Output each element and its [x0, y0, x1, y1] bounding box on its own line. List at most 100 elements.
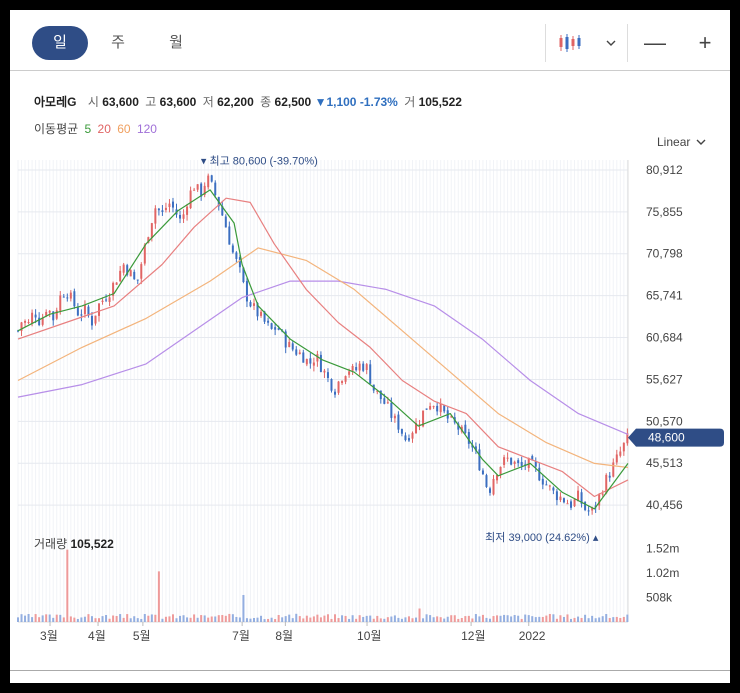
- volume-bar: [450, 615, 453, 622]
- volume-bar: [584, 614, 587, 622]
- candle: [27, 322, 30, 324]
- candle: [270, 323, 273, 329]
- candle: [122, 264, 125, 273]
- candle: [76, 307, 79, 316]
- volume-bar: [503, 614, 506, 622]
- candle: [17, 330, 19, 332]
- high-value: 63,600: [159, 95, 197, 109]
- candle: [598, 494, 601, 506]
- price-chart[interactable]: 80,912 75,855 70,798 65,741 60,684 55,627 50,5…: [10, 10, 730, 683]
- candle: [393, 415, 396, 419]
- volume-bar: [432, 617, 435, 622]
- candle: [66, 297, 69, 299]
- ma-20: 20: [97, 122, 111, 136]
- volume-bar: [341, 615, 344, 622]
- volume-bar: [281, 617, 284, 622]
- low-label: 저: [202, 95, 214, 109]
- volume-bar: [460, 617, 463, 622]
- candle: [541, 478, 544, 485]
- candle: [527, 458, 530, 469]
- volume-bar: [87, 614, 90, 622]
- candle: [474, 446, 477, 451]
- volume-bar: [249, 618, 252, 622]
- volume-bar: [312, 616, 315, 622]
- scale-mode-dropdown[interactable]: Linear: [657, 135, 706, 149]
- candle: [566, 503, 569, 505]
- candle: [157, 208, 160, 211]
- volume-bar: [344, 615, 347, 622]
- volume-bar: [429, 615, 432, 622]
- ma120-line: [17, 280, 629, 435]
- candle: [52, 311, 55, 321]
- volume-bar: [168, 616, 171, 622]
- candle: [330, 379, 333, 391]
- candle: [457, 423, 460, 430]
- candle: [510, 457, 513, 465]
- candle: [115, 282, 118, 285]
- plus-icon: +: [698, 30, 712, 55]
- candle: [182, 214, 185, 219]
- stock-name: 아모레G: [34, 95, 77, 109]
- volume-panel-title: 거래량: [34, 537, 68, 551]
- candle: [481, 470, 484, 475]
- volume-bar: [393, 615, 396, 622]
- volume-bar: [231, 614, 234, 622]
- high-annotation: ▾ 최고 80,600 (-39.70%): [201, 155, 318, 168]
- tab-monthly[interactable]: 월: [169, 34, 183, 51]
- candle: [376, 390, 379, 392]
- open-value: 63,600: [102, 95, 139, 109]
- volume-bar: [316, 614, 319, 622]
- volume-bar: [76, 618, 79, 622]
- tab-daily[interactable]: 일: [32, 26, 88, 60]
- candle: [365, 364, 368, 370]
- volume-bar: [513, 615, 516, 622]
- candle: [316, 354, 319, 362]
- candle: [520, 461, 523, 466]
- volume-bar: [59, 614, 62, 622]
- candle: [341, 381, 344, 384]
- volume-bar: [615, 616, 618, 622]
- candle: [245, 281, 248, 302]
- volume-bar: [400, 618, 403, 622]
- volume-bar: [242, 594, 245, 622]
- volume-bar: [488, 618, 491, 622]
- candle: [362, 363, 365, 371]
- zoom-out-button[interactable]: —: [630, 24, 680, 62]
- tab-weekly[interactable]: 주: [111, 34, 125, 51]
- volume-bar: [196, 617, 199, 622]
- candle: [168, 203, 171, 208]
- ma-120: 120: [136, 122, 157, 136]
- volume-bar: [94, 618, 97, 622]
- candle: [108, 297, 111, 302]
- x-tick-label: 10월: [357, 629, 381, 643]
- volume-bar: [555, 618, 558, 622]
- volume-bar: [238, 617, 241, 622]
- candle: [298, 352, 301, 355]
- candle: [31, 312, 34, 324]
- volume-bar: [622, 616, 625, 622]
- volume-bar: [383, 618, 386, 622]
- volume-bar: [277, 615, 280, 622]
- candle: [20, 322, 23, 331]
- volume-bar: [48, 614, 51, 622]
- change-percent: -1.73%: [359, 95, 398, 109]
- volume-bar: [224, 615, 227, 622]
- volume-bar: [55, 614, 58, 622]
- candle: [591, 507, 594, 511]
- volume-bar: [291, 618, 294, 622]
- candle: [140, 264, 143, 279]
- candle: [179, 214, 182, 219]
- volume-bar: [34, 614, 37, 622]
- candle: [55, 310, 58, 319]
- candle: [580, 492, 583, 504]
- candle: [570, 501, 573, 508]
- volume-panel-value: 105,522: [70, 537, 114, 551]
- candle: [129, 270, 132, 277]
- candle: [429, 406, 432, 410]
- x-tick-label: 7월: [232, 629, 250, 643]
- zoom-in-button[interactable]: +: [680, 24, 730, 62]
- volume-bar: [587, 618, 590, 622]
- chart-type-dropdown[interactable]: [545, 24, 625, 62]
- volume-bar: [83, 616, 86, 622]
- current-price-label: 48,600: [648, 431, 685, 445]
